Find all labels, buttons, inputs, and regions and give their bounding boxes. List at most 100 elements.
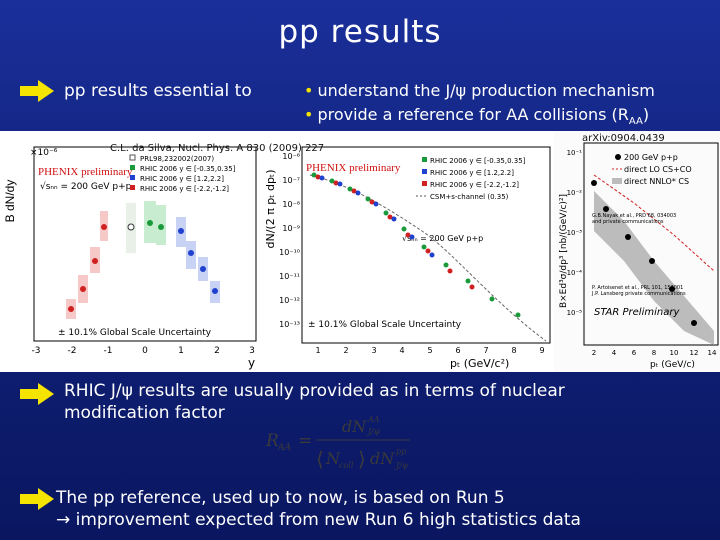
red-point xyxy=(405,232,411,238)
star-point xyxy=(691,320,697,326)
blue-point xyxy=(373,201,379,207)
pt-legend-0: RHIC 2006 y ∈ [-0.35,0.35] xyxy=(430,157,526,165)
blue-point xyxy=(200,266,206,272)
rapidity-legend-3: RHIC 2006 y ∈ [-2.2,-1.2] xyxy=(140,185,229,193)
bullet-dot-icon: • xyxy=(304,105,314,124)
intro-text: pp results essential to xyxy=(64,81,252,101)
green-point xyxy=(365,196,371,202)
green-point xyxy=(421,244,427,250)
star-point xyxy=(603,206,609,212)
blue-point xyxy=(355,190,361,196)
pt-xtick: 5 xyxy=(427,346,432,355)
rhic-text-line2: modification factor xyxy=(64,403,225,423)
star-xlabel: pₜ (GeV/c) xyxy=(650,360,695,370)
rhic-text-line1: RHIC J/ψ results are usually provided as… xyxy=(64,381,565,401)
arrow-icon xyxy=(20,80,54,102)
star-ref1: G.B.Nayak et al., PRD 68, 034003 xyxy=(592,213,676,219)
star-plot: B×Ed³σ/dp³ [nb/(GeV/c)²] 10⁻¹ 10⁻² 10⁻³ … xyxy=(554,131,720,372)
red-point xyxy=(469,284,475,290)
pt-xticks: 1 2 3 4 5 6 7 8 9 xyxy=(315,346,544,355)
formula-lhs: R xyxy=(265,431,279,451)
star-xtick: 8 xyxy=(652,349,656,357)
star-lo-curve xyxy=(593,174,715,272)
red-point xyxy=(333,180,339,186)
star-ytick: 10⁻⁴ xyxy=(567,269,583,277)
formula-num-sup: AA xyxy=(367,415,380,424)
green-point xyxy=(489,296,495,302)
rapidity-legend-0: PRL98,232002(2007) xyxy=(140,155,214,163)
formula-num-sub: J/ψ xyxy=(366,427,381,436)
red-point xyxy=(101,224,107,230)
red-point xyxy=(68,306,74,312)
rapidity-energy: √sₙₙ = 200 GeV p+p xyxy=(40,181,132,192)
green-point xyxy=(147,220,153,226)
star-refs: G.B.Nayak et al., PRD 68, 034003 and pri… xyxy=(591,213,686,297)
blue-point xyxy=(429,252,435,258)
pt-syst: ± 10.1% Global Scale Uncertainty xyxy=(308,320,462,330)
blue-point xyxy=(391,216,397,222)
arrow-icon xyxy=(20,383,54,405)
pt-frame xyxy=(301,146,551,344)
figure-strip: B dN/dy ×10⁻⁶ PHENIX preliminary √sₙₙ = … xyxy=(0,131,720,372)
red-point xyxy=(92,258,98,264)
star-legend-2: direct NNLO* CS xyxy=(624,177,689,186)
bottom-text-line2: → improvement expected from new Run 6 hi… xyxy=(56,510,581,530)
pt-xtick: 3 xyxy=(371,346,376,355)
star-xtick: 2 xyxy=(592,349,596,357)
formula-den-sub: J/ψ xyxy=(394,461,409,470)
formula-bracket-left: ⟨ xyxy=(316,447,324,471)
rapidity-xtick: -1 xyxy=(104,346,113,356)
green-point xyxy=(158,224,164,230)
bullet-2-sub: AA xyxy=(628,116,643,128)
pt-ytick: 10⁻⁸ xyxy=(282,200,300,209)
red-point xyxy=(447,268,453,274)
arrow-icon xyxy=(20,488,54,510)
star-ref2: P. Artoisenet et al., PRL 101, 152001 xyxy=(592,285,683,291)
formula-den-dn: dN xyxy=(370,449,395,468)
rapidity-legend-1: RHIC 2006 y ∈ [-0.35,0.35] xyxy=(140,165,236,173)
pt-spectrum-plot: dN/(2 π pₜ dpₜ) 10⁻⁶ 10⁻⁷ 10⁻⁸ 10⁻⁹ 10⁻¹… xyxy=(264,146,551,370)
star-legend: 200 GeV p+p direct LO CS+CO direct NNLO*… xyxy=(612,153,692,186)
rapidity-syst: ± 10.1% Global Scale Uncertainty xyxy=(58,328,212,338)
star-point xyxy=(625,234,631,240)
pt-ytick: 10⁻¹⁰ xyxy=(279,248,300,257)
green-point xyxy=(443,262,449,268)
raa-formula: R AA = dN AA J/ψ ⟨ N coll ⟩ dN pp J/ψ xyxy=(265,415,410,471)
rapidity-plot: B dN/dy ×10⁻⁶ PHENIX preliminary √sₙₙ = … xyxy=(3,146,257,370)
pt-xtick: 7 xyxy=(483,346,488,355)
figure-pt-spectrum: dN/(2 π pₜ dpₜ) 10⁻⁶ 10⁻⁷ 10⁻⁸ 10⁻⁹ 10⁻¹… xyxy=(262,131,554,372)
red-point xyxy=(369,199,375,205)
pt-ylabel: dN/(2 π pₜ dpₜ) xyxy=(264,169,277,248)
citation: C.L. da Silva, Nucl. Phys. A 830 (2009) … xyxy=(110,143,325,154)
pt-ytick: 10⁻⁹ xyxy=(282,224,300,233)
formula-bracket-right: ⟩ xyxy=(358,447,366,471)
pt-xtick: 4 xyxy=(399,346,404,355)
star-frame xyxy=(583,142,719,346)
green-point xyxy=(401,226,407,232)
pt-ytick: 10⁻¹² xyxy=(279,296,300,305)
bullet-1-text: understand the J/ψ production mechanism xyxy=(317,81,655,100)
blue-point xyxy=(409,234,415,240)
pt-xtick: 6 xyxy=(455,346,460,355)
star-xtick: 4 xyxy=(612,349,617,357)
green-point xyxy=(347,186,353,192)
star-yticks: 10⁻¹ 10⁻² 10⁻³ 10⁻⁴ 10⁻⁵ xyxy=(567,149,583,317)
pt-xtick: 2 xyxy=(343,346,348,355)
formula-num: dN xyxy=(342,417,367,436)
star-ytick: 10⁻³ xyxy=(567,229,583,237)
pt-ytick: 10⁻⁶ xyxy=(282,152,300,161)
star-point xyxy=(591,180,597,186)
rapidity-exponent: ×10⁻⁶ xyxy=(30,148,58,158)
bullet-2: • provide a reference for AA collisions (… xyxy=(304,104,649,133)
blue-point xyxy=(188,250,194,256)
bullet-1: • understand the J/ψ production mechanism xyxy=(304,80,655,102)
rapidity-xtick: 3 xyxy=(249,346,255,356)
rapidity-frame xyxy=(33,146,257,342)
pt-legend-1: RHIC 2006 y ∈ [1.2,2.2] xyxy=(430,169,514,177)
rapidity-legend: PRL98,232002(2007) RHIC 2006 y ∈ [-0.35,… xyxy=(129,154,236,193)
blue-point xyxy=(212,288,218,294)
star-xtick: 10 xyxy=(670,349,679,357)
slide-title: pp results xyxy=(278,14,442,50)
pt-phenix: PHENIX preliminary xyxy=(306,162,401,174)
green-point xyxy=(383,210,389,216)
